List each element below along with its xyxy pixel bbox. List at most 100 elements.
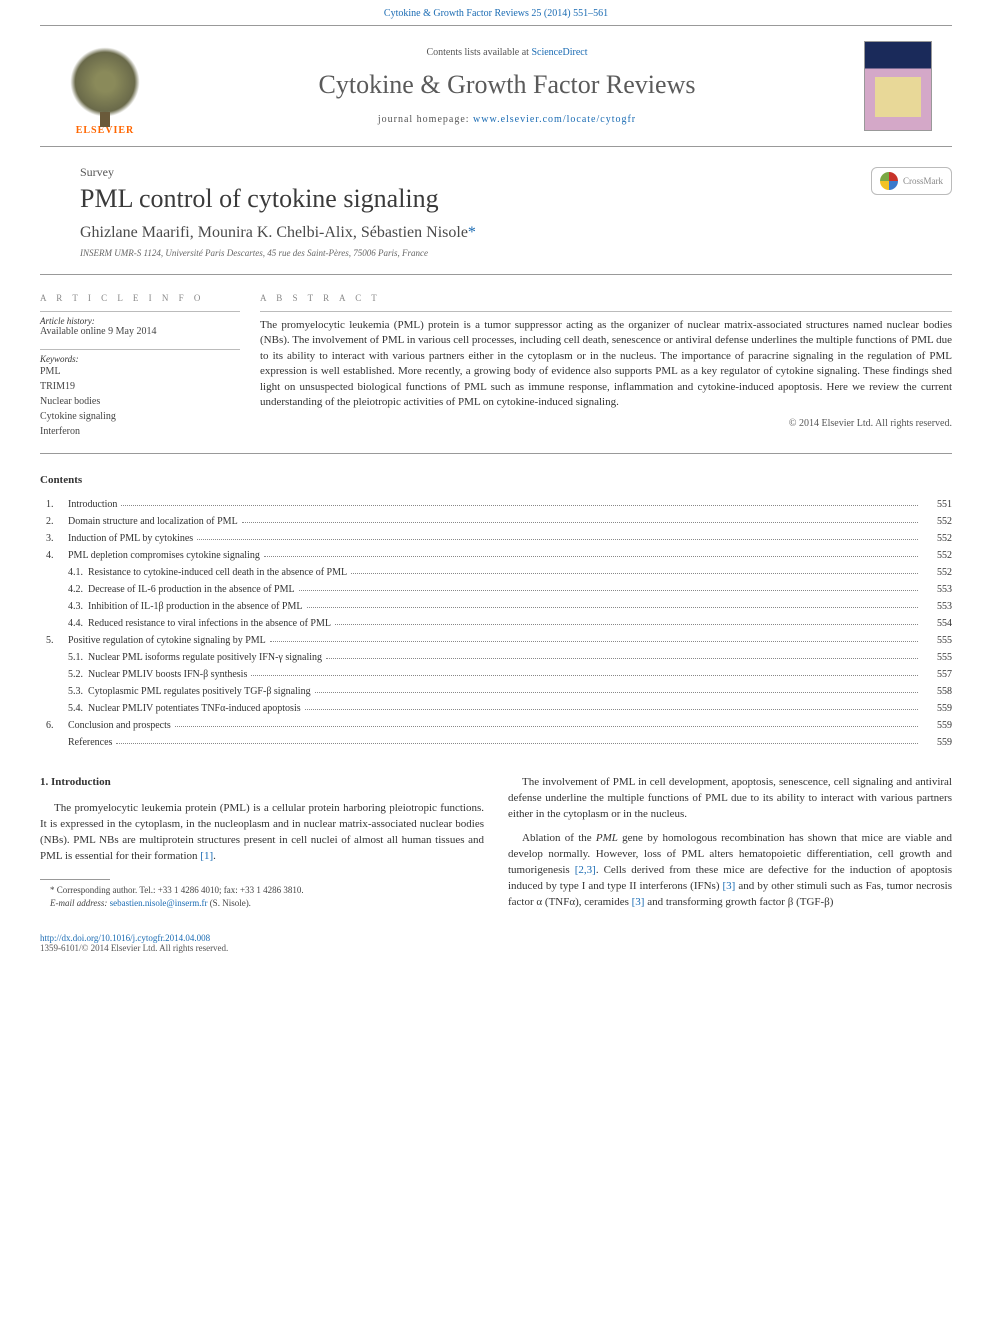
toc-line[interactable]: 5.1.Nuclear PML isoforms regulate positi…: [40, 649, 952, 666]
toc-page: 558: [922, 683, 952, 700]
toc-line[interactable]: References 559: [40, 734, 952, 751]
toc-title: Decrease of IL-6 production in the absen…: [88, 581, 295, 598]
toc-num: 3.: [40, 530, 68, 547]
toc-line[interactable]: 4.PML depletion compromises cytokine sig…: [40, 547, 952, 564]
homepage-label: journal homepage:: [378, 114, 473, 125]
toc-page: 557: [922, 666, 952, 683]
toc-subnum: 5.3.: [40, 683, 88, 700]
contents-section: Contents 1.Introduction5512.Domain struc…: [40, 474, 952, 751]
toc-dots: [197, 530, 918, 540]
toc-dots: [121, 496, 918, 506]
toc-subnum: 4.1.: [40, 564, 88, 581]
contents-available: Contents lists available at ScienceDirec…: [150, 47, 864, 58]
toc-page: 552: [922, 547, 952, 564]
toc-page: 555: [922, 649, 952, 666]
email-label: E-mail address:: [50, 898, 110, 908]
toc-page: 555: [922, 632, 952, 649]
history-title: Article history:: [40, 311, 240, 326]
toc-list: 1.Introduction5512.Domain structure and …: [40, 496, 952, 751]
journal-cover-thumbnail[interactable]: [864, 41, 932, 131]
keywords-title: Keywords:: [40, 349, 240, 364]
toc-num: 4.: [40, 547, 68, 564]
toc-line[interactable]: 4.1.Resistance to cytokine-induced cell …: [40, 564, 952, 581]
toc-subnum: 4.2.: [40, 581, 88, 598]
abstract-label: A B S T R A C T: [260, 293, 952, 303]
toc-dots: [175, 717, 918, 727]
article-type: Survey: [80, 165, 912, 180]
citation-link[interactable]: [1]: [200, 850, 213, 862]
crossmark-badge[interactable]: CrossMark: [871, 167, 952, 195]
toc-dots: [116, 734, 918, 744]
body-paragraph: The involvement of PML in cell developme…: [508, 775, 952, 823]
toc-title: Nuclear PMLIV boosts IFN-β synthesis: [88, 666, 247, 683]
toc-dots: [264, 547, 918, 557]
keywords-list: PML TRIM19 Nuclear bodies Cytokine signa…: [40, 364, 240, 439]
toc-page: 559: [922, 717, 952, 734]
corresponding-footnote: * Corresponding author. Tel.: +33 1 4286…: [40, 884, 484, 897]
body-text: Ablation of the: [522, 832, 596, 844]
body-paragraph: Ablation of the PML gene by homologous r…: [508, 831, 952, 911]
toc-num: 2.: [40, 513, 68, 530]
toc-page: 552: [922, 513, 952, 530]
email-footnote: E-mail address: sebastien.nisole@inserm.…: [40, 897, 484, 910]
email-link[interactable]: sebastien.nisole@inserm.fr: [110, 898, 208, 908]
toc-num: 6.: [40, 717, 68, 734]
toc-subnum: 5.4.: [40, 700, 88, 717]
citation-link[interactable]: [3]: [723, 880, 736, 892]
homepage-link[interactable]: www.elsevier.com/locate/cytogfr: [473, 114, 636, 125]
corresponding-asterisk: *: [468, 224, 476, 241]
doi-link[interactable]: http://dx.doi.org/10.1016/j.cytogfr.2014…: [40, 933, 210, 943]
abstract-text: The promyelocytic leukemia (PML) protein…: [260, 311, 952, 410]
toc-line[interactable]: 1.Introduction551: [40, 496, 952, 513]
toc-dots: [270, 632, 918, 642]
article-meta: Survey PML control of cytokine signaling…: [40, 147, 952, 275]
history-text: Available online 9 May 2014: [40, 326, 240, 337]
toc-page: 559: [922, 734, 952, 751]
toc-page: 552: [922, 564, 952, 581]
toc-line[interactable]: 4.3.Inhibition of IL-1β production in th…: [40, 598, 952, 615]
toc-dots: [251, 666, 918, 676]
journal-citation[interactable]: Cytokine & Growth Factor Reviews 25 (201…: [0, 0, 992, 25]
affiliation: INSERM UMR-S 1124, Université Paris Desc…: [80, 248, 912, 258]
right-column: The involvement of PML in cell developme…: [508, 775, 952, 919]
sciencedirect-link[interactable]: ScienceDirect: [531, 47, 587, 58]
toc-line[interactable]: 6.Conclusion and prospects 559: [40, 717, 952, 734]
toc-dots: [305, 700, 918, 710]
toc-num: 1.: [40, 496, 68, 513]
body-text: .: [213, 850, 216, 862]
body-text-italic: PML: [596, 832, 618, 844]
toc-line[interactable]: 4.4.Reduced resistance to viral infectio…: [40, 615, 952, 632]
toc-page: 552: [922, 530, 952, 547]
toc-title: References: [68, 734, 112, 751]
toc-title: Positive regulation of cytokine signalin…: [68, 632, 266, 649]
toc-title: Resistance to cytokine-induced cell deat…: [88, 564, 347, 581]
journal-header-center: Contents lists available at ScienceDirec…: [150, 47, 864, 125]
toc-title: Conclusion and prospects: [68, 717, 171, 734]
toc-line[interactable]: 3.Induction of PML by cytokines552: [40, 530, 952, 547]
toc-line[interactable]: 2.Domain structure and localization of P…: [40, 513, 952, 530]
toc-num: 5.: [40, 632, 68, 649]
doi-block: http://dx.doi.org/10.1016/j.cytogfr.2014…: [40, 933, 952, 953]
body-text: and transforming growth factor β (TGF-β): [644, 896, 833, 908]
toc-dots: [335, 615, 918, 625]
abstract-block: A B S T R A C T The promyelocytic leukem…: [260, 293, 952, 439]
toc-title: Nuclear PMLIV potentiates TNFα-induced a…: [88, 700, 301, 717]
toc-dots: [307, 598, 919, 608]
citation-link[interactable]: [2,3]: [575, 864, 596, 876]
elsevier-logo[interactable]: ELSEVIER: [60, 36, 150, 136]
keyword: Interferon: [40, 424, 240, 439]
toc-line[interactable]: 5.4.Nuclear PMLIV potentiates TNFα-induc…: [40, 700, 952, 717]
contents-heading: Contents: [40, 474, 952, 486]
toc-line[interactable]: 4.2.Decrease of IL-6 production in the a…: [40, 581, 952, 598]
toc-line[interactable]: 5.3.Cytoplasmic PML regulates positively…: [40, 683, 952, 700]
toc-dots: [242, 513, 918, 523]
citation-link[interactable]: [3]: [632, 896, 645, 908]
toc-line[interactable]: 5.Positive regulation of cytokine signal…: [40, 632, 952, 649]
toc-page: 551: [922, 496, 952, 513]
toc-title: Reduced resistance to viral infections i…: [88, 615, 331, 632]
toc-line[interactable]: 5.2.Nuclear PMLIV boosts IFN-β synthesis…: [40, 666, 952, 683]
elsevier-tree-icon: [70, 47, 140, 117]
article-info: A R T I C L E I N F O Article history: A…: [40, 293, 260, 439]
issn-copyright: 1359-6101/© 2014 Elsevier Ltd. All right…: [40, 943, 228, 953]
toc-dots: [299, 581, 918, 591]
